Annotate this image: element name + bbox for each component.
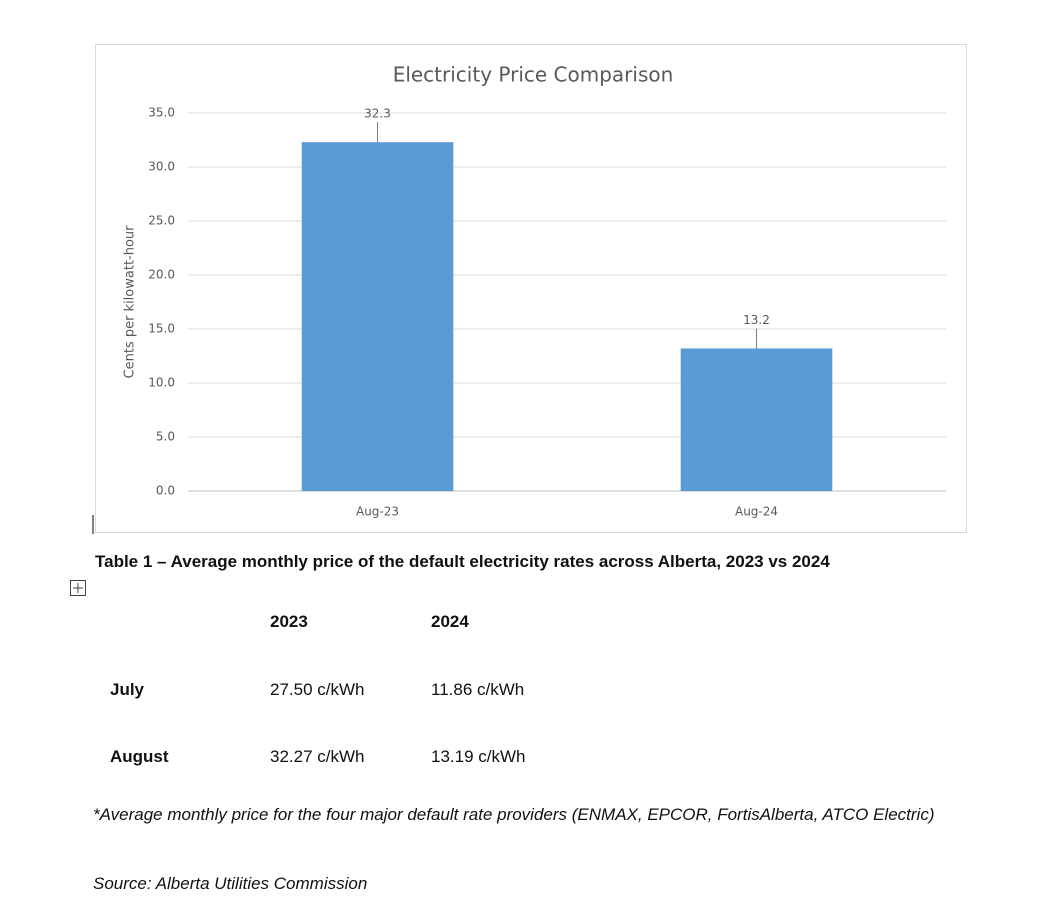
table-cell: 13.19 c/kWh bbox=[431, 747, 526, 766]
y-tick-label: 10.0 bbox=[148, 376, 175, 390]
row-header: August bbox=[110, 747, 169, 766]
x-tick-label: Aug-23 bbox=[356, 505, 399, 519]
y-tick-label: 35.0 bbox=[148, 106, 175, 120]
column-header: 2024 bbox=[431, 612, 469, 631]
bar bbox=[301, 142, 454, 491]
move-handle-icon bbox=[70, 580, 86, 596]
data-label: 13.2 bbox=[743, 313, 770, 327]
row-header: July bbox=[110, 680, 145, 699]
table-cell: 32.27 c/kWh bbox=[270, 747, 365, 766]
y-tick-label: 5.0 bbox=[156, 430, 175, 444]
x-tick-label: Aug-24 bbox=[735, 505, 778, 519]
y-tick-label: 15.0 bbox=[148, 322, 175, 336]
y-axis-label: Cents per kilowatt-hour bbox=[123, 225, 138, 379]
y-tick-label: 25.0 bbox=[148, 214, 175, 228]
data-label: 32.3 bbox=[364, 107, 391, 121]
y-tick-label: 20.0 bbox=[148, 268, 175, 282]
y-tick-label: 0.0 bbox=[156, 484, 175, 498]
chart-frame bbox=[95, 44, 967, 533]
table-caption: Table 1 – Average monthly price of the d… bbox=[95, 552, 830, 571]
y-tick-label: 30.0 bbox=[148, 160, 175, 174]
column-header: 2023 bbox=[270, 612, 308, 631]
table-cell: 11.86 c/kWh bbox=[431, 680, 525, 699]
chart: Electricity Price Comparison Cents per k… bbox=[92, 44, 967, 534]
bar bbox=[680, 348, 833, 491]
source: Source: Alberta Utilities Commission bbox=[93, 874, 368, 893]
table-cell: 27.50 c/kWh bbox=[270, 680, 365, 699]
footnote: *Average monthly price for the four majo… bbox=[93, 805, 935, 824]
chart-title: Electricity Price Comparison bbox=[393, 63, 674, 87]
